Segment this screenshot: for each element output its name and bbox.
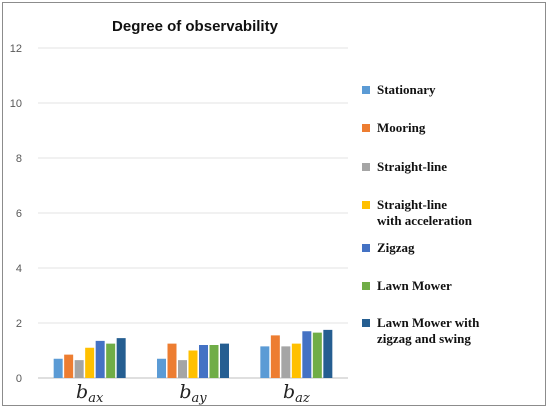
- bar: [291, 343, 301, 378]
- bar: [260, 346, 270, 378]
- legend-item: Stationary: [362, 82, 436, 98]
- legend-label: Zigzag: [377, 240, 415, 255]
- x-axis: bax bay baz: [76, 381, 310, 406]
- bar: [74, 360, 84, 378]
- legend-item: Mooring: [362, 120, 425, 136]
- legend-item: Straight-line: [362, 159, 447, 175]
- legend-label: Lawn Mower with zigzag and swing: [377, 315, 480, 346]
- legend: Stationary Mooring Straight-line Straight-l…: [362, 0, 547, 408]
- bar: [167, 343, 177, 378]
- legend-item: Lawn Mower: [362, 278, 452, 294]
- legend-label: Straight-line with acceleration: [377, 197, 472, 228]
- legend-swatch: [362, 201, 370, 209]
- bar: [312, 332, 322, 378]
- bar: [116, 338, 126, 378]
- legend-swatch: [362, 163, 370, 171]
- x-tick-label: bax: [76, 381, 104, 406]
- bar: [281, 346, 291, 378]
- y-tick-label: 8: [16, 153, 22, 165]
- bar: [64, 354, 74, 378]
- bar: [270, 335, 280, 378]
- bar: [95, 340, 105, 378]
- legend-item: Zigzag: [362, 240, 415, 256]
- x-tick-label: baz: [283, 381, 310, 406]
- bar: [53, 358, 63, 378]
- y-tick-label: 0: [16, 373, 22, 385]
- bar: [199, 345, 208, 378]
- gridlines: [38, 47, 348, 379]
- y-axis: 0 2 4 6 8 10 12: [10, 43, 22, 385]
- bar: [188, 350, 198, 378]
- chart-title: Degree of observability: [112, 18, 279, 35]
- bar: [178, 360, 187, 378]
- bar: [220, 343, 229, 378]
- legend-swatch: [362, 244, 370, 252]
- legend-swatch: [362, 124, 370, 132]
- y-tick-label: 10: [10, 98, 22, 110]
- legend-swatch: [362, 319, 370, 327]
- legend-label: Lawn Mower: [377, 278, 452, 293]
- legend-label: Mooring: [377, 120, 426, 135]
- bar: [323, 329, 333, 378]
- legend-item: Straight-line with acceleration: [362, 197, 472, 229]
- bar: [85, 347, 95, 378]
- bar: [302, 331, 312, 378]
- legend-swatch: [362, 86, 370, 94]
- bar: [106, 343, 116, 378]
- y-tick-label: 6: [16, 208, 22, 220]
- y-tick-label: 4: [16, 263, 22, 275]
- legend-item: Lawn Mower with zigzag and swing: [362, 315, 479, 347]
- legend-label: Straight-line: [377, 159, 448, 174]
- bar: [157, 358, 166, 378]
- y-tick-label: 12: [10, 43, 22, 55]
- y-tick-label: 2: [16, 318, 22, 330]
- bars: [53, 329, 333, 378]
- legend-label: Stationary: [377, 82, 436, 97]
- bar: [209, 345, 219, 378]
- x-tick-label: bay: [179, 381, 207, 406]
- legend-swatch: [362, 282, 370, 290]
